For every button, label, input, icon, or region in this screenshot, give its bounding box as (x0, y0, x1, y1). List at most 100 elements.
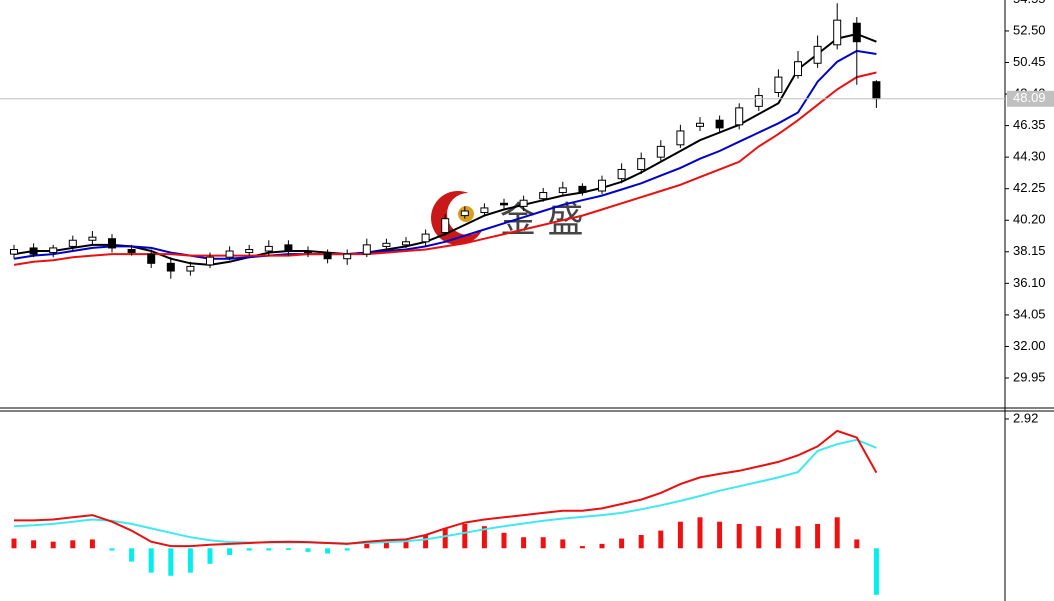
candle-body (343, 253, 352, 260)
candle-body (774, 76, 783, 93)
y-tick-label: 52.50 (1013, 22, 1046, 37)
histogram-bar (521, 537, 527, 549)
histogram-bar (834, 517, 840, 549)
histogram-bar (815, 523, 821, 549)
candle-body (813, 45, 822, 64)
histogram-bar (697, 517, 703, 549)
histogram-bar (658, 530, 664, 549)
candle-body (480, 207, 489, 214)
macd-line (13, 438, 877, 545)
histogram-bar (148, 548, 154, 573)
histogram-bar (207, 548, 213, 564)
macd-line (14, 429, 878, 548)
histogram-bar (854, 539, 860, 549)
candle-body (754, 95, 763, 107)
candle-body (304, 250, 312, 254)
histogram-bar (227, 548, 233, 555)
histogram-bar (383, 541, 389, 549)
histogram-bar (442, 528, 448, 549)
candle-body (676, 130, 685, 146)
candle-body (382, 242, 391, 247)
candle-body (735, 107, 744, 126)
histogram-bar (638, 535, 644, 549)
histogram-bar (677, 521, 683, 549)
histogram-bar (305, 548, 311, 552)
candle-body (206, 256, 214, 266)
candle-body (245, 248, 254, 254)
histogram-bar (403, 539, 409, 549)
histogram-bar (423, 535, 429, 549)
candle-body (225, 250, 234, 258)
histogram-bar (246, 548, 252, 551)
histogram-bar (187, 548, 193, 573)
candle-body (656, 145, 665, 158)
histogram-bar (579, 546, 585, 549)
y-tick-label: 44.30 (1013, 149, 1046, 164)
histogram-bar (775, 528, 781, 549)
candle-body (421, 233, 430, 243)
last-price-tag (1007, 90, 1054, 107)
y-tick-label: 46.35 (1013, 117, 1046, 132)
candle-body (127, 248, 136, 254)
candle-body (284, 244, 293, 252)
candle-body (598, 179, 606, 192)
candle-body (833, 19, 842, 46)
histogram-bar (873, 548, 879, 595)
candle-body (441, 218, 450, 234)
candle-body (617, 168, 626, 180)
y-tick-label: 2.92 (1013, 410, 1038, 425)
histogram-bar (756, 526, 762, 549)
last-price-label: 48.09 (1013, 90, 1046, 105)
candle-body (578, 185, 587, 194)
candle-body (29, 247, 38, 255)
candle-body (519, 199, 528, 207)
histogram-bar (70, 540, 76, 549)
y-tick-label: 32.00 (1013, 338, 1046, 353)
candle-body (558, 187, 567, 194)
histogram-bar (89, 539, 95, 549)
histogram-bar (325, 548, 331, 554)
y-tick-label: 34.05 (1013, 306, 1046, 321)
candle-body (539, 192, 548, 200)
histogram-bar (168, 548, 174, 576)
candle-body (166, 262, 175, 272)
histogram-bar (736, 523, 742, 549)
candle-body (68, 239, 77, 247)
histogram-bar (266, 548, 272, 551)
candle-body (362, 244, 371, 255)
histogram-bar (462, 523, 468, 549)
candle-body (637, 158, 646, 170)
y-tick-label: 50.45 (1013, 54, 1046, 69)
moving-average (13, 71, 877, 266)
moving-average (13, 49, 877, 260)
candle-body (186, 265, 195, 272)
candle-body (460, 210, 469, 217)
candle-body (108, 238, 116, 249)
candle-body (147, 253, 156, 264)
histogram-bar (717, 521, 723, 549)
histogram-bar (619, 538, 625, 549)
y-tick-label: 40.20 (1013, 212, 1046, 227)
y-tick-label: 38.15 (1013, 243, 1046, 258)
y-tick-label: 54.55 (1013, 0, 1046, 6)
y-tick-label: 42.25 (1013, 180, 1046, 195)
histogram-bar (11, 538, 17, 549)
histogram-bar (31, 540, 37, 549)
candle-body (323, 252, 332, 260)
histogram-bar (795, 526, 801, 549)
y-tick-label: 36.10 (1013, 275, 1046, 290)
candle-body (88, 236, 97, 241)
candle-body (402, 241, 410, 246)
histogram-bar (501, 532, 507, 549)
histogram-bar (129, 548, 135, 562)
candle-body (872, 81, 881, 100)
candle-body (794, 61, 802, 77)
candle-body (49, 247, 58, 254)
candle-body (264, 245, 273, 252)
histogram-bar (560, 539, 566, 549)
candle-body (852, 22, 861, 43)
candle-body (10, 248, 18, 255)
histogram-bar (50, 541, 56, 549)
histogram-bar (364, 543, 370, 549)
